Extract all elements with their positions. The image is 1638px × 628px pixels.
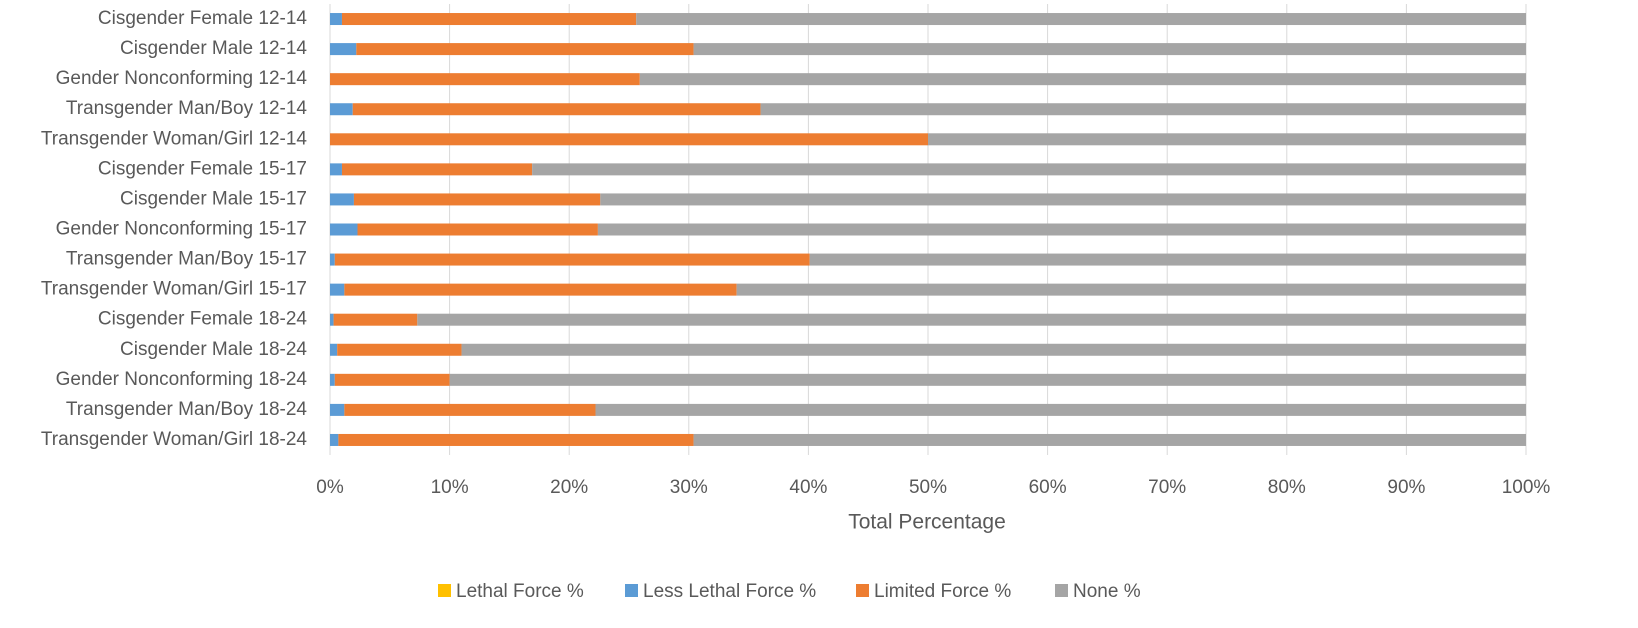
bar-segment [330,43,356,55]
bar-segment [353,103,761,115]
bar-segment [600,193,1526,205]
bar-segment [330,163,342,175]
bar-segment [335,374,450,386]
x-axis-title: Total Percentage [848,511,1006,534]
y-tick-label: Transgender Man/Boy 18-24 [66,399,308,420]
bar-segment [928,133,1526,145]
bar-segment [342,163,532,175]
y-tick-label: Cisgender Female 12-14 [98,8,308,29]
bar-segment [596,404,1526,416]
bar-segment [462,344,1526,356]
legend-label: None % [1073,581,1141,602]
bar-segment [354,193,600,205]
y-tick-label: Gender Nonconforming 18-24 [56,369,308,390]
x-tick-label: 40% [789,477,827,498]
bar-segment [598,224,1526,236]
x-tick-label: 20% [550,477,588,498]
bar-segment [330,224,358,236]
bar-segment [330,193,354,205]
bar-segment [694,434,1526,446]
bar-segment [335,254,810,266]
bar-segment [810,254,1526,266]
x-tick-label: 30% [670,477,708,498]
bar-segment [417,314,1526,326]
legend-swatch [625,584,638,597]
y-tick-label: Cisgender Female 18-24 [98,309,308,330]
bar-segment [330,13,342,25]
y-tick-label: Cisgender Male 18-24 [120,339,307,360]
x-tick-label: 0% [316,477,344,498]
legend-swatch [856,584,869,597]
bar-segment [330,103,353,115]
legend-label: Less Lethal Force % [643,581,816,602]
bar-segment [344,404,595,416]
legend-label: Limited Force % [874,581,1011,602]
x-tick-label: 90% [1387,477,1425,498]
bar-segment [337,344,461,356]
bar-segment [358,224,598,236]
bar-segment [330,284,344,296]
y-tick-label: Transgender Man/Boy 15-17 [66,249,307,270]
chart: Total Percentage 0% 10% 20% 30% 40% 50% 60% 70%… [0,0,1638,628]
x-tick-label: 50% [909,477,947,498]
x-tick-label: 100% [1502,477,1551,498]
y-tick-label: Transgender Man/Boy 12-14 [66,98,308,119]
y-tick-label: Cisgender Female 15-17 [98,158,307,179]
bar-segment [330,314,334,326]
y-tick-label: Transgender Woman/Girl 12-14 [41,128,308,149]
x-tick-label: 80% [1268,477,1306,498]
y-tick-label: Transgender Woman/Girl 15-17 [41,279,307,300]
bar-segment [640,73,1526,85]
y-tick-label: Cisgender Male 15-17 [120,188,307,209]
legend-swatch [438,584,451,597]
bar-segment [342,13,636,25]
y-tick-label: Gender Nonconforming 15-17 [56,219,307,240]
bar-segment [330,344,337,356]
bar-segment [330,133,928,145]
bar-segment [330,434,338,446]
bar-segment [330,404,344,416]
y-tick-label: Cisgender Male 12-14 [120,38,307,59]
legend-swatch [1055,584,1068,597]
bar-segment [338,434,693,446]
bar-segment [636,13,1526,25]
y-tick-label: Gender Nonconforming 12-14 [56,68,308,89]
bar-segment [330,374,335,386]
bar-segment [330,73,640,85]
bar-segment [737,284,1526,296]
x-tick-label: 10% [431,477,469,498]
bar-segment [532,163,1526,175]
bar-segment [761,103,1526,115]
bar-segment [330,254,335,266]
bar-segment [694,43,1526,55]
bar-segment [344,284,736,296]
bar-segment [450,374,1526,386]
legend-label: Lethal Force % [456,581,584,602]
bar-segment [334,314,418,326]
x-tick-label: 70% [1148,477,1186,498]
y-tick-label: Transgender Woman/Girl 18-24 [41,429,308,450]
x-tick-label: 60% [1029,477,1067,498]
bar-segment [356,43,693,55]
